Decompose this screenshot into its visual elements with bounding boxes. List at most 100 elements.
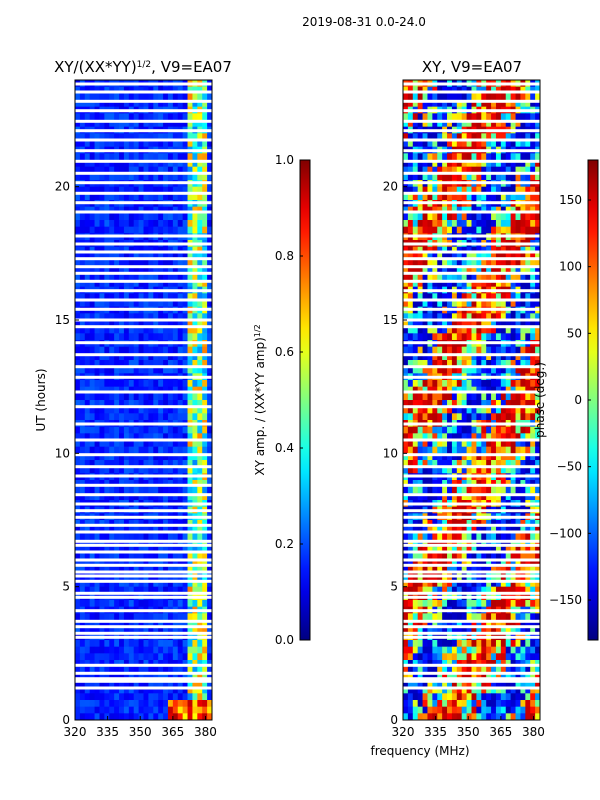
heatmap-cell [192, 540, 198, 548]
heatmap-cell [442, 220, 448, 228]
heatmap-cell [192, 526, 198, 534]
heatmap-cell [486, 93, 492, 101]
heatmap-cell [442, 246, 448, 254]
heatmap-cell [197, 300, 203, 308]
heatmap-cell [79, 406, 86, 414]
heatmap-cell [177, 400, 184, 408]
heatmap-cell [412, 220, 419, 228]
heatmap-cell [167, 93, 174, 101]
heatmap-cell [138, 526, 144, 534]
heatmap-cell [437, 260, 443, 268]
heatmap-cell [163, 86, 169, 94]
heatmap-cell [84, 173, 91, 181]
heatmap-cell [89, 673, 95, 681]
heatmap-cell [187, 100, 193, 108]
heatmap-cell [412, 280, 419, 288]
heatmap-cell [417, 93, 423, 101]
heatmap-cell [158, 626, 164, 634]
heatmap-cell [109, 220, 115, 228]
heatmap-cell [461, 313, 467, 321]
heatmap-cell [75, 166, 81, 174]
heatmap-cell [412, 140, 419, 148]
heatmap-cell [403, 86, 409, 94]
heatmap-cell [461, 206, 467, 214]
heatmap-cell [491, 253, 497, 261]
heatmap-cell [422, 366, 428, 374]
heatmap-cell [158, 293, 164, 301]
heatmap-cell [505, 433, 512, 441]
heatmap-cell [153, 546, 159, 554]
heatmap-cell [104, 213, 110, 221]
heatmap-cell [427, 266, 433, 274]
heatmap-cell [442, 113, 448, 121]
heatmap-cell [153, 293, 159, 301]
heatmap-cell [104, 466, 110, 474]
heatmap-cell [148, 553, 154, 561]
heatmap-cell [89, 93, 95, 101]
heatmap-cell [456, 313, 463, 321]
heatmap-cell [128, 293, 135, 301]
heatmap-cell [466, 466, 472, 474]
heatmap-cell [437, 493, 443, 501]
heatmap-cell [451, 226, 458, 234]
heatmap-cell [177, 346, 184, 354]
heatmap-cell [451, 360, 458, 368]
heatmap-cell [138, 560, 144, 568]
heatmap-cell [486, 453, 492, 461]
heatmap-cell [432, 446, 438, 454]
heatmap-cell [500, 346, 507, 354]
heatmap-cell [104, 100, 110, 108]
heatmap-cell [403, 160, 409, 168]
heatmap-cell [163, 386, 169, 394]
heatmap-cell [505, 533, 512, 541]
heatmap-cell [515, 206, 521, 214]
heatmap-cell [143, 673, 149, 681]
heatmap-cell [94, 640, 100, 648]
heatmap-cell [500, 440, 507, 448]
heatmap-cell [495, 333, 502, 341]
heatmap-cell [422, 413, 428, 421]
heatmap-cell [148, 580, 154, 588]
heatmap-cell [167, 260, 174, 268]
heatmap-cell [167, 386, 174, 394]
heatmap-cell [442, 446, 448, 454]
heatmap-cell [104, 360, 110, 368]
heatmap-cell [182, 280, 188, 288]
heatmap-cell [119, 626, 125, 634]
heatmap-cell [123, 400, 130, 408]
heatmap-cell [505, 186, 512, 194]
heatmap-cell [187, 706, 193, 714]
heatmap-cell [427, 293, 433, 301]
heatmap-cell [128, 453, 135, 461]
heatmap-cell [84, 640, 91, 648]
heatmap-cell [525, 253, 531, 261]
heatmap-cell [143, 493, 149, 501]
heatmap-cell [422, 320, 428, 328]
heatmap-cell [84, 333, 91, 341]
heatmap-cell [158, 646, 164, 654]
heatmap-cell [481, 346, 487, 354]
heatmap-cell [437, 580, 443, 588]
heatmap-cell [182, 660, 188, 668]
heatmap-cell [197, 546, 203, 554]
heatmap-cell [520, 213, 526, 221]
heatmap-cell [437, 400, 443, 408]
data-gap [75, 609, 212, 613]
heatmap-cell [403, 380, 409, 388]
heatmap-cell [172, 480, 179, 488]
heatmap-cell [94, 480, 100, 488]
heatmap-cell [128, 366, 135, 374]
heatmap-cell [505, 546, 512, 554]
heatmap-cell [167, 686, 174, 694]
heatmap-cell [412, 440, 419, 448]
heatmap-cell [486, 253, 492, 261]
heatmap-cell [94, 220, 100, 228]
heatmap-cell [114, 253, 120, 261]
heatmap-cell [153, 640, 159, 648]
heatmap-cell [197, 226, 203, 234]
heatmap-cell [148, 460, 154, 468]
heatmap-cell [104, 280, 110, 288]
heatmap-cell [148, 226, 154, 234]
heatmap-cell [500, 273, 507, 281]
heatmap-cell [530, 533, 536, 541]
